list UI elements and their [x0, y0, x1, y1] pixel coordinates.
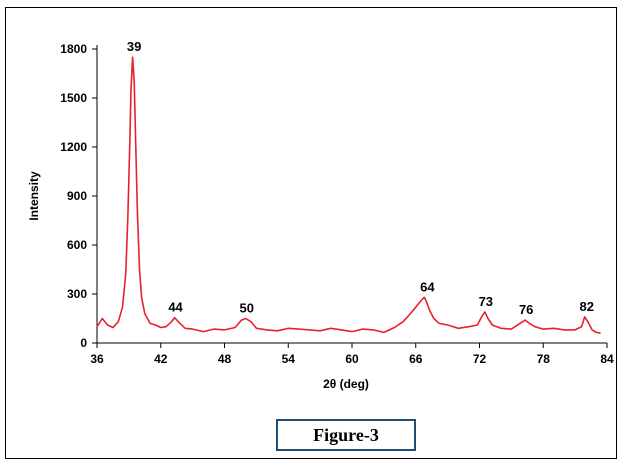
x-tick-label: 78 — [537, 352, 551, 366]
axes — [92, 45, 608, 348]
y-tick-label: 600 — [67, 238, 87, 252]
x-tick-label: 84 — [600, 352, 614, 366]
y-tick-label: 300 — [67, 287, 87, 301]
y-tick-label: 1200 — [60, 140, 87, 154]
figure-frame — [5, 7, 617, 459]
x-tick-label: 66 — [409, 352, 423, 366]
x-tick-label: 54 — [282, 352, 296, 366]
x-tick-label: 48 — [218, 352, 232, 366]
peak-label: 44 — [168, 300, 183, 315]
peak-label: 76 — [519, 302, 533, 317]
peak-label: 82 — [580, 299, 594, 314]
peak-label: 39 — [127, 39, 141, 54]
x-axis-title: 2θ (deg) — [323, 377, 369, 391]
y-tick-label: 1500 — [60, 91, 87, 105]
y-tick-label: 0 — [80, 336, 87, 350]
y-tick-label: 1800 — [60, 42, 87, 56]
y-axis-title: Intensity — [27, 171, 41, 221]
tick-labels: 0 300 600 900 1200 1500 1800 36 42 48 54 60 66 72 78 84 — [60, 42, 614, 366]
x-tick-label: 36 — [90, 352, 104, 366]
peak-labels: 39 44 50 64 73 76 82 — [127, 39, 594, 317]
figure-caption: Figure-3 — [276, 419, 416, 451]
x-tick-label: 72 — [473, 352, 487, 366]
peak-label: 50 — [240, 301, 254, 316]
series-line — [96, 56, 601, 334]
peak-label: 64 — [420, 279, 435, 294]
peak-label: 73 — [479, 294, 493, 309]
x-tick-label: 60 — [345, 352, 359, 366]
y-tick-label: 900 — [67, 189, 87, 203]
x-tick-label: 42 — [154, 352, 168, 366]
